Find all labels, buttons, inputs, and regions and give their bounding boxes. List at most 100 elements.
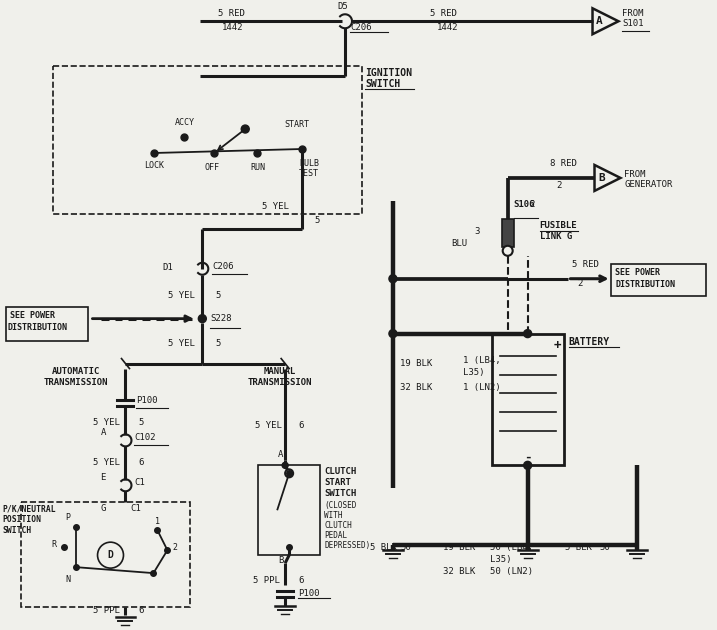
Text: START: START: [284, 120, 309, 129]
Text: 5 YEL: 5 YEL: [255, 421, 282, 430]
Text: 32 BLK: 32 BLK: [443, 567, 475, 576]
Text: 50 (LB4,: 50 (LB4,: [490, 543, 533, 552]
Text: 5 PPL: 5 PPL: [253, 576, 280, 585]
Text: 5 YEL: 5 YEL: [168, 339, 195, 348]
Text: 2: 2: [556, 181, 562, 190]
Text: ACCY: ACCY: [174, 118, 194, 127]
Text: C1: C1: [130, 504, 141, 513]
Text: RUN: RUN: [250, 163, 265, 172]
Circle shape: [285, 469, 293, 478]
Text: B: B: [598, 173, 605, 183]
Circle shape: [523, 461, 531, 469]
Text: 50: 50: [400, 543, 411, 552]
Text: P/K/NEUTRAL: P/K/NEUTRAL: [3, 504, 57, 513]
Bar: [6, 307, 87, 341]
Text: C1: C1: [135, 478, 146, 488]
Circle shape: [503, 246, 513, 256]
Text: P: P: [65, 513, 70, 522]
Text: 5 PPL: 5 PPL: [92, 605, 120, 614]
Bar: [492, 334, 564, 466]
Text: CLUTCH: CLUTCH: [324, 467, 356, 476]
Text: A: A: [100, 428, 106, 437]
Text: 19 BLK: 19 BLK: [443, 543, 475, 552]
Text: S106: S106: [513, 200, 535, 209]
Text: 5 YEL: 5 YEL: [168, 291, 195, 300]
Text: DEPRESSED): DEPRESSED): [324, 541, 370, 550]
Text: LOCK: LOCK: [144, 161, 164, 170]
Text: 1442: 1442: [222, 23, 244, 32]
Text: 1442: 1442: [437, 23, 458, 32]
Text: FROM: FROM: [625, 170, 646, 179]
Text: SWITCH: SWITCH: [365, 79, 400, 89]
Text: TRANSMISSION: TRANSMISSION: [43, 377, 108, 387]
Text: 1: 1: [155, 517, 160, 526]
Text: CLUTCH: CLUTCH: [324, 521, 352, 530]
Text: 5: 5: [215, 291, 221, 300]
Bar: [258, 466, 320, 555]
Text: L35): L35): [462, 367, 484, 377]
Text: 5 YEL: 5 YEL: [262, 202, 289, 211]
Text: SWITCH: SWITCH: [324, 490, 356, 498]
Text: L35): L35): [490, 555, 511, 564]
Text: S228: S228: [210, 314, 232, 323]
Text: 5 BLK: 5 BLK: [370, 543, 397, 552]
Text: PEDAL: PEDAL: [324, 531, 347, 540]
Bar: [21, 502, 190, 607]
Text: BLU: BLU: [452, 239, 467, 248]
Text: BATTERY: BATTERY: [569, 336, 609, 346]
Text: E: E: [100, 473, 106, 482]
Text: FROM: FROM: [622, 9, 644, 18]
Text: GENERATOR: GENERATOR: [625, 180, 673, 189]
Text: 2: 2: [530, 200, 535, 209]
Text: 19 BLK: 19 BLK: [400, 358, 432, 367]
Circle shape: [389, 275, 397, 283]
Text: START: START: [324, 478, 351, 488]
Text: P100: P100: [136, 396, 158, 406]
Text: 5: 5: [138, 418, 144, 427]
Text: 5 YEL: 5 YEL: [92, 458, 120, 467]
Text: 1 (LN2): 1 (LN2): [462, 382, 500, 391]
Text: 5 RED: 5 RED: [571, 260, 599, 269]
Text: +: +: [554, 338, 561, 352]
Text: D5: D5: [337, 3, 348, 11]
Text: FUSIBLE: FUSIBLE: [540, 221, 577, 230]
Circle shape: [282, 462, 288, 468]
Text: C206: C206: [350, 23, 371, 32]
Text: D: D: [108, 550, 113, 560]
Text: C102: C102: [135, 433, 156, 442]
Text: 2: 2: [578, 278, 583, 288]
Text: N: N: [65, 575, 70, 584]
Text: (CLOSED: (CLOSED: [324, 501, 356, 510]
Text: 6: 6: [138, 458, 144, 467]
Text: WITH: WITH: [324, 512, 343, 520]
Circle shape: [199, 314, 206, 323]
Text: 5: 5: [215, 339, 221, 348]
Circle shape: [389, 329, 397, 338]
Text: SEE POWER: SEE POWER: [10, 311, 54, 319]
Text: POSITION: POSITION: [3, 515, 42, 524]
Text: 5 BLK: 5 BLK: [564, 543, 592, 552]
Text: 3: 3: [475, 227, 480, 236]
Circle shape: [241, 125, 250, 133]
Text: BULB: BULB: [299, 159, 319, 168]
Text: -: -: [524, 451, 531, 464]
Text: TRANSMISSION: TRANSMISSION: [248, 377, 313, 387]
Text: P100: P100: [298, 589, 320, 598]
Text: TEST: TEST: [299, 169, 319, 178]
Text: S101: S101: [622, 19, 644, 28]
Bar: [502, 219, 513, 247]
Text: A: A: [596, 16, 603, 26]
Text: SWITCH: SWITCH: [3, 526, 32, 536]
Text: 2: 2: [173, 543, 178, 552]
Text: C206: C206: [212, 261, 234, 271]
Text: 6: 6: [298, 421, 303, 430]
Text: R: R: [51, 540, 56, 549]
Circle shape: [523, 329, 531, 338]
Text: 5: 5: [314, 216, 320, 225]
Text: MANUAL: MANUAL: [264, 367, 296, 375]
Text: 5 RED: 5 RED: [430, 9, 457, 18]
Text: 6: 6: [138, 605, 144, 614]
Text: 1 (LB4,: 1 (LB4,: [462, 355, 500, 365]
Text: G: G: [100, 504, 106, 513]
Text: 50 (LN2): 50 (LN2): [490, 567, 533, 576]
